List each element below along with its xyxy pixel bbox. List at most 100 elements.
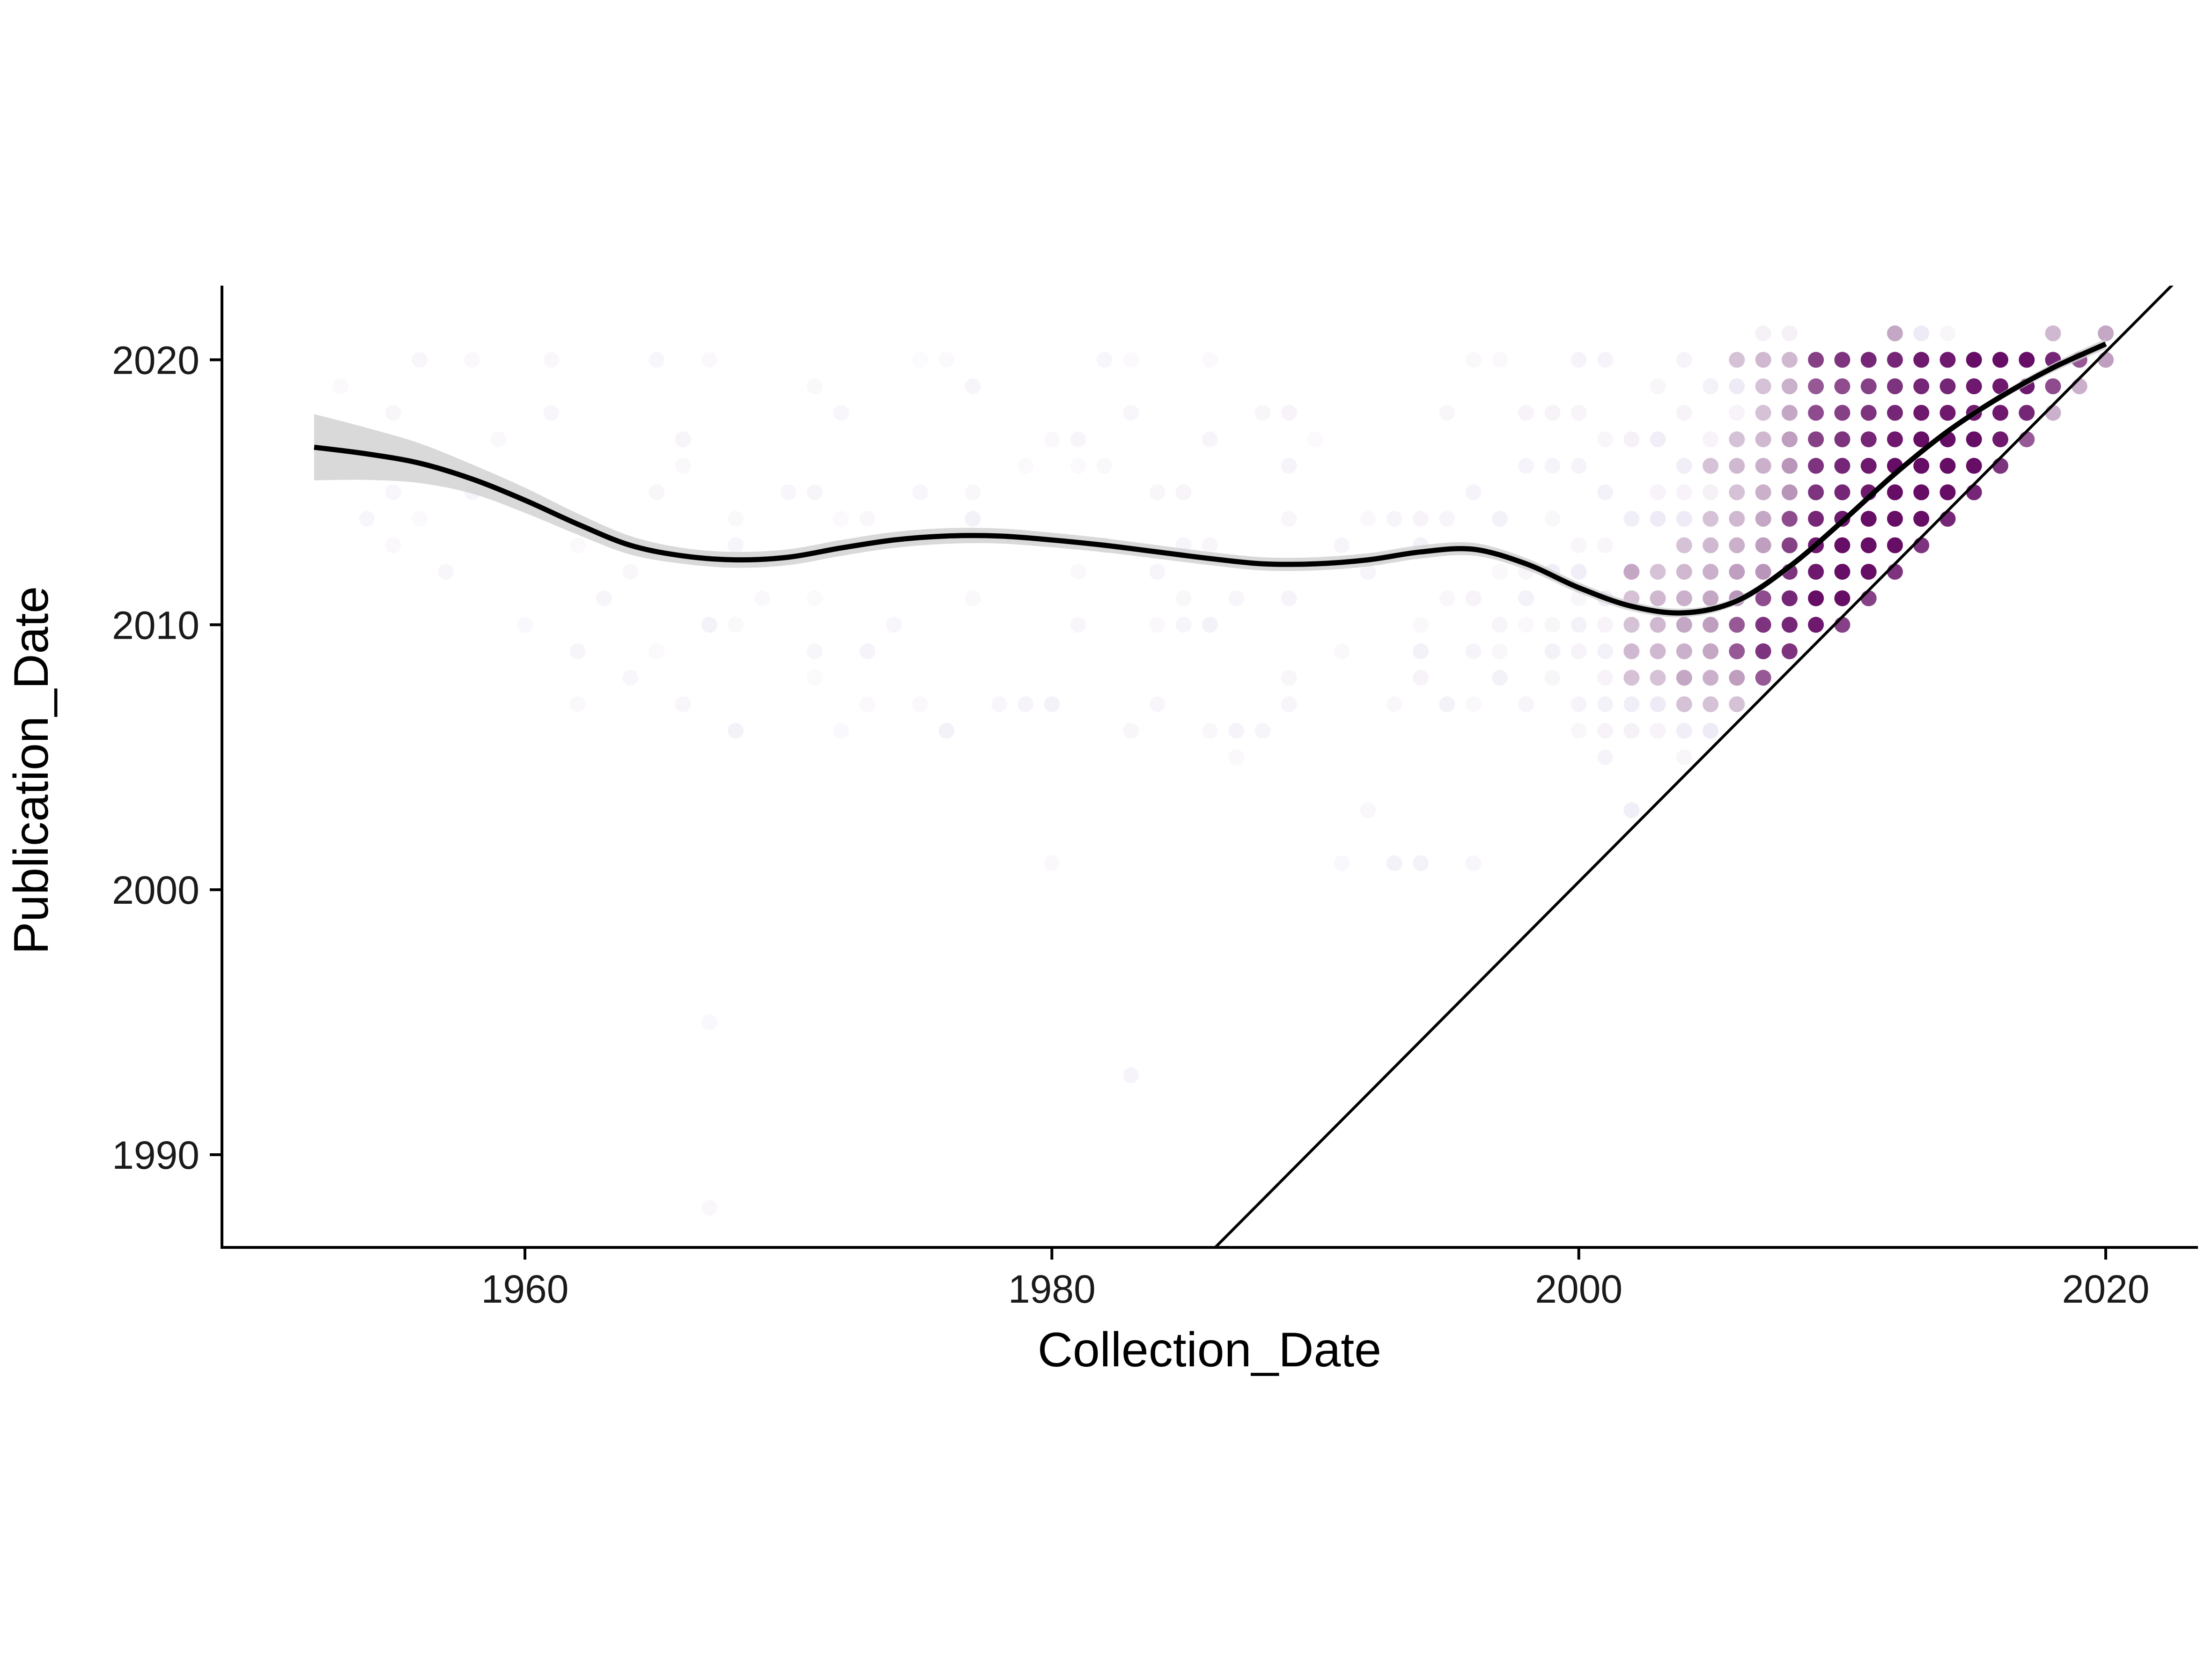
- data-point: [1939, 352, 1956, 368]
- data-point: [1386, 855, 1402, 871]
- data-point: [1834, 431, 1851, 448]
- data-point: [1729, 696, 1745, 712]
- data-point: [385, 484, 401, 501]
- x-axis-ticks: 1960 1980 2000 2020: [481, 1247, 2150, 1311]
- data-point: [1755, 670, 1771, 686]
- data-point: [412, 352, 428, 368]
- data-point: [1597, 352, 1613, 368]
- data-point: [1070, 457, 1086, 474]
- data-point: [1887, 510, 1903, 527]
- data-point: [385, 537, 401, 553]
- data-point: [1175, 484, 1192, 501]
- data-point: [1676, 749, 1692, 766]
- data-point: [543, 405, 560, 421]
- data-point: [807, 484, 823, 501]
- data-point: [965, 378, 981, 394]
- data-point: [1729, 617, 1745, 633]
- y-tick-label: 2010: [112, 603, 199, 647]
- data-point: [1623, 431, 1640, 448]
- data-point: [2019, 405, 2035, 421]
- data-point: [1597, 643, 1613, 659]
- data-point: [1755, 431, 1771, 448]
- x-tick-label: 1960: [481, 1267, 569, 1311]
- data-point: [1650, 617, 1666, 633]
- data-point: [1597, 696, 1613, 712]
- points-layer: [332, 325, 2114, 1216]
- data-point: [1623, 802, 1640, 818]
- data-point: [1650, 643, 1666, 659]
- data-point: [807, 590, 823, 606]
- data-point: [1571, 457, 1587, 474]
- x-tick-label: 2020: [2062, 1267, 2150, 1311]
- data-point: [1992, 378, 2008, 394]
- confidence-band: [314, 339, 2106, 618]
- data-point: [438, 564, 454, 580]
- data-point: [912, 352, 929, 368]
- data-point: [1966, 378, 1982, 394]
- data-point: [1939, 457, 1956, 474]
- data-point: [701, 1014, 717, 1030]
- data-point: [1676, 723, 1692, 739]
- data-point: [1913, 484, 1930, 501]
- data-point: [1650, 723, 1666, 739]
- data-point: [1623, 670, 1640, 686]
- data-point: [1703, 617, 1719, 633]
- data-point: [1465, 643, 1482, 659]
- data-point: [2045, 325, 2061, 341]
- data-point: [1703, 457, 1719, 474]
- data-point: [1413, 617, 1429, 633]
- data-point: [1860, 564, 1877, 580]
- data-point: [1729, 510, 1745, 527]
- data-point: [1650, 510, 1666, 527]
- data-point: [1755, 617, 1771, 633]
- data-point: [938, 352, 955, 368]
- data-point: [1860, 378, 1877, 394]
- data-point: [2045, 378, 2061, 394]
- data-point: [675, 431, 691, 448]
- data-point: [833, 405, 849, 421]
- data-point: [1281, 457, 1297, 474]
- data-point: [1465, 855, 1482, 871]
- data-point: [1623, 643, 1640, 659]
- data-point: [1913, 537, 1930, 553]
- data-point: [1571, 352, 1587, 368]
- data-point: [1544, 617, 1561, 633]
- data-point: [1571, 537, 1587, 553]
- data-point: [675, 696, 691, 712]
- data-point: [1860, 590, 1877, 606]
- data-point: [490, 431, 507, 448]
- data-point: [1755, 564, 1771, 580]
- data-point: [1149, 484, 1165, 501]
- data-point: [1729, 670, 1745, 686]
- data-point: [1860, 405, 1877, 421]
- data-point: [1202, 723, 1218, 739]
- data-point: [1729, 564, 1745, 580]
- data-point: [728, 510, 744, 527]
- data-point: [1834, 537, 1851, 553]
- data-point: [2019, 352, 2035, 368]
- data-point: [1018, 696, 1034, 712]
- data-point: [1676, 352, 1692, 368]
- data-point: [701, 352, 717, 368]
- data-point: [728, 537, 744, 553]
- data-point: [1703, 484, 1719, 501]
- data-point: [1808, 378, 1824, 394]
- data-point: [1465, 352, 1482, 368]
- data-point: [780, 484, 796, 501]
- data-point: [1887, 431, 1903, 448]
- data-point: [1781, 325, 1798, 341]
- data-point: [1491, 643, 1508, 659]
- data-point: [1650, 564, 1666, 580]
- data-point: [1096, 352, 1113, 368]
- data-point: [1755, 352, 1771, 368]
- data-point: [675, 457, 691, 474]
- data-point: [1913, 405, 1930, 421]
- data-point: [1571, 723, 1587, 739]
- data-point: [1729, 537, 1745, 553]
- data-point: [1228, 749, 1245, 766]
- data-point: [1913, 378, 1930, 394]
- data-point: [1860, 510, 1877, 527]
- data-point: [1044, 431, 1060, 448]
- data-point: [1834, 484, 1851, 501]
- data-point: [1755, 537, 1771, 553]
